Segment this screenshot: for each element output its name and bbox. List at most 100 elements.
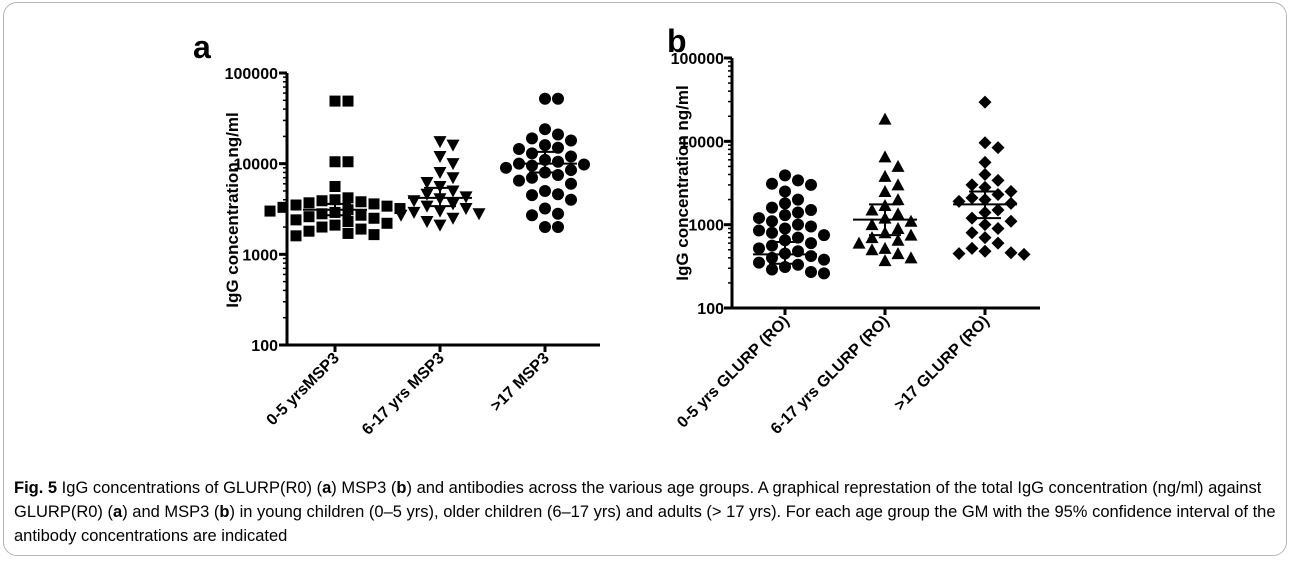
panel-a-data-point: [316, 195, 328, 207]
panel-a-data-point: [526, 171, 538, 184]
panel-a-data-point: [355, 223, 367, 235]
panel-b-data-point: [792, 193, 804, 206]
panel-b-data-point: [878, 241, 892, 254]
panel-a-data-point: [368, 198, 380, 210]
panel-a-data-point: [433, 150, 447, 163]
panel-b-data-point: [818, 229, 830, 242]
panel-b-data-point: [991, 203, 1005, 217]
panel-b-data-point: [978, 95, 992, 109]
panel-b-data-point: [805, 203, 817, 216]
panel-b-data-point: [818, 253, 830, 266]
panel-a-data-point: [303, 211, 315, 223]
panel-b-data-point: [878, 169, 892, 182]
panel-a-label: a: [193, 29, 211, 65]
panel-a-data-point: [342, 227, 354, 239]
figure-frame: [3, 2, 1287, 556]
panel-a-data-point: [290, 214, 302, 226]
panel-b-data-point: [753, 224, 765, 237]
panel-a-data-point: [513, 143, 525, 156]
panel-a-data-point: [526, 132, 538, 145]
panel-a-data-point: [342, 192, 354, 204]
panel-a-data-point: [342, 156, 354, 168]
panel-b-data-point: [766, 263, 778, 276]
panel-a-data-point: [316, 221, 328, 233]
panel-b-data-point: [891, 247, 905, 260]
panel-b-data-point: [753, 242, 765, 255]
caption-text-4: ) and MSP3 (: [122, 503, 220, 521]
panel-b-data-point: [805, 178, 817, 191]
panel-b-x-tick-label-2: >17 GLURP (RO): [891, 313, 992, 414]
panel-b-data-point: [805, 237, 817, 250]
panel-b-data-point: [1004, 196, 1018, 210]
panel-a-data-point: [446, 198, 460, 211]
panel-a-data-point: [329, 180, 341, 192]
panel-b-data-point: [865, 218, 879, 231]
panel-a-data-point: [381, 217, 393, 229]
panel-b-data-point: [991, 236, 1005, 250]
panel-a-data-point: [565, 134, 577, 147]
panel-b-data-point: [978, 218, 992, 232]
panel-b-data-point: [753, 256, 765, 269]
panel-a-data-point: [565, 150, 577, 163]
panel-a-data-point: [329, 156, 341, 168]
panel-a-data-point: [552, 221, 564, 234]
panel-a-data-point: [459, 203, 473, 216]
caption-text-5: ) in young children (0–5 yrs), older chi…: [14, 503, 1276, 545]
panel-b-data-point: [978, 155, 992, 169]
panel-b-data-point: [991, 173, 1005, 187]
panel-a-data-point: [539, 184, 551, 197]
panel-b-data-point: [965, 226, 979, 240]
panel-b-data-point: [891, 159, 905, 172]
panel-b-y-tick-label-3: 100000: [671, 51, 724, 68]
panel-a-data-point: [355, 196, 367, 208]
panel-b-data-point: [792, 174, 804, 187]
panel-a-data-point: [539, 123, 551, 136]
panel-a-data-point: [368, 229, 380, 241]
panel-a-data-point: [446, 172, 460, 185]
panel-b-data-point: [891, 178, 905, 191]
panel-a-x-tick-label-1: 6-17 yrs MSP3: [359, 350, 448, 439]
panel-b-data-point: [766, 215, 778, 228]
panel-a-data-point: [552, 92, 564, 105]
panel-a-data-point: [526, 209, 538, 222]
caption-ref-a: a: [322, 479, 332, 497]
caption-text-2: ) MSP3 (: [331, 479, 397, 497]
panel-a-y-axis-label: IgG concentration ng/ml: [223, 112, 242, 308]
panel-a-data-point: [394, 203, 406, 215]
panel-b-data-point: [1004, 185, 1018, 199]
panel-b-data-point: [991, 141, 1005, 155]
panel-a-data-point: [513, 174, 525, 187]
panel-b-data-point: [792, 218, 804, 231]
panel-a-data-point: [526, 159, 538, 172]
panel-b-data-point: [779, 197, 791, 210]
panel-b-data-point: [1004, 246, 1018, 260]
panel-a-data-point: [565, 164, 577, 177]
panel-a-data-point: [552, 128, 564, 141]
panel-a-data-point: [565, 177, 577, 190]
panel-b-data-point: [904, 214, 918, 227]
panel-b-data-point: [952, 194, 966, 208]
panel-b-y-axis-label: IgG concentration ng/ml: [673, 85, 692, 281]
panel-a-y-tick-label-1: 1000: [242, 247, 278, 264]
panel-b-data-point: [978, 167, 992, 181]
panel-a-data-point: [539, 92, 551, 105]
panel-a-data-point: [329, 219, 341, 231]
panel-a-data-point: [565, 193, 577, 206]
panel-a-data-point: [303, 225, 315, 237]
panel-b-y-tick-label-1: 1000: [688, 218, 724, 235]
panel-a-data-point: [420, 176, 434, 189]
panel-a-data-point: [539, 139, 551, 152]
panel-a-data-point: [446, 139, 460, 152]
panel-b-data-point: [779, 222, 791, 235]
panel-a-data-point: [539, 221, 551, 234]
panel-b-label: b: [667, 23, 687, 59]
panel-a-x-tick-label-2: >17 MSP3: [488, 350, 553, 415]
panel-b-y-tick-label-0: 100: [697, 301, 724, 318]
panel-a-x-tick-label-0: 0-5 yrsMSP3: [264, 350, 343, 429]
panel-b-data-point: [805, 220, 817, 233]
panel-b-data-point: [753, 212, 765, 225]
panel-b-x-tick-label-1: 6-17 yrs GLURP (RO): [768, 313, 893, 438]
panel-b-data-point: [891, 207, 905, 220]
caption-ref-a-2: a: [113, 503, 123, 521]
panel-b-data-point: [792, 245, 804, 258]
